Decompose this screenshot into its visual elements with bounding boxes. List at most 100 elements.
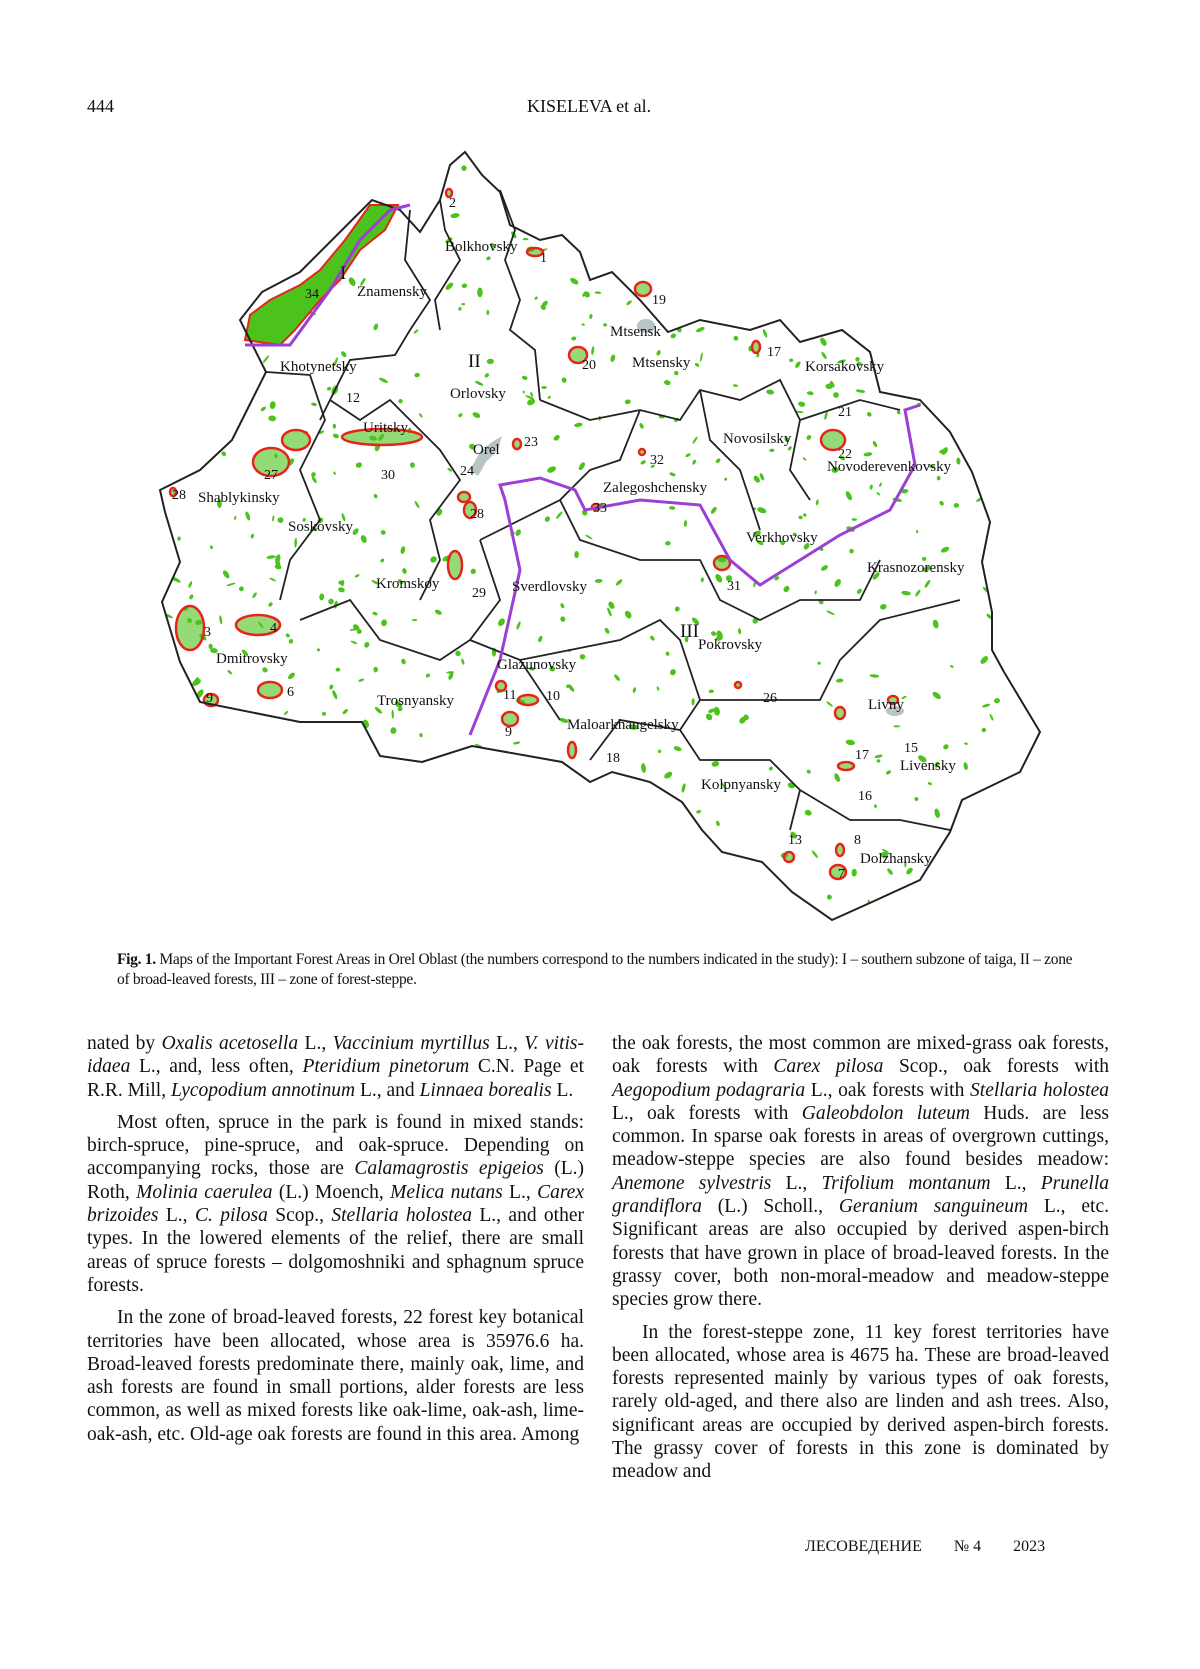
forest-patch bbox=[616, 184, 623, 191]
caption-label: Fig. 1. bbox=[117, 951, 156, 968]
forest-patch bbox=[914, 900, 921, 907]
forest-patch bbox=[211, 227, 220, 238]
forest-patch bbox=[592, 858, 601, 862]
forest-patch bbox=[224, 149, 229, 154]
forest-patch bbox=[756, 871, 765, 881]
forest-patch bbox=[202, 414, 208, 424]
forest-patch bbox=[313, 840, 318, 846]
forest-patch bbox=[658, 154, 664, 160]
forest-patch bbox=[253, 256, 259, 262]
forest-patch bbox=[607, 858, 615, 864]
forest-patch bbox=[648, 268, 655, 276]
text-run: L., bbox=[991, 1173, 1041, 1194]
forest-patch bbox=[210, 838, 217, 844]
forest-patch bbox=[944, 317, 951, 325]
forest-patch bbox=[654, 149, 660, 156]
forest-patch bbox=[1032, 522, 1039, 528]
forest-patch bbox=[283, 799, 288, 804]
district-label: Livny bbox=[868, 698, 904, 713]
forest-patch bbox=[982, 404, 987, 409]
forest-patch bbox=[492, 753, 502, 760]
forest-patch bbox=[172, 713, 178, 718]
forest-patch bbox=[522, 803, 527, 807]
forest-patch bbox=[1027, 605, 1033, 611]
key-forest-area bbox=[568, 742, 576, 758]
text-run: L., bbox=[159, 1205, 195, 1226]
forest-patch bbox=[426, 805, 435, 814]
forest-patch bbox=[165, 877, 172, 886]
forest-patch bbox=[223, 346, 233, 357]
forest-patch bbox=[979, 148, 987, 156]
forest-patch bbox=[191, 904, 197, 910]
forest-patch bbox=[565, 884, 572, 890]
forest-patch bbox=[1014, 444, 1022, 451]
forest-patch bbox=[173, 819, 180, 829]
forest-patch bbox=[204, 727, 213, 737]
text-run: L., bbox=[298, 1033, 333, 1054]
key-forest-area bbox=[458, 492, 470, 502]
forest-patch bbox=[225, 901, 231, 908]
area-number: 21 bbox=[838, 406, 852, 420]
forest-patch bbox=[1024, 864, 1031, 870]
species-name: Calamagrostis epigeios bbox=[354, 1158, 544, 1179]
forest-patch bbox=[1031, 391, 1035, 395]
forest-patch bbox=[986, 561, 993, 572]
forest-patch bbox=[843, 303, 849, 309]
forest-patch bbox=[1000, 834, 1010, 842]
species-name: Aegopodium podagraria bbox=[612, 1080, 805, 1101]
forest-patch bbox=[182, 437, 191, 446]
area-number: 31 bbox=[727, 580, 741, 594]
forest-patch bbox=[486, 310, 489, 315]
species-name: Galeobdolon luteum bbox=[802, 1103, 970, 1124]
forest-patch bbox=[346, 162, 349, 172]
forest-patch bbox=[483, 844, 491, 853]
forest-patch bbox=[160, 361, 167, 368]
key-forest-area bbox=[518, 695, 538, 705]
species-name: Melica nutans bbox=[390, 1182, 503, 1203]
area-number: 28 bbox=[470, 508, 484, 522]
forest-patch bbox=[169, 446, 175, 452]
species-name: Pteridium pinetorum bbox=[302, 1056, 469, 1077]
forest-patch bbox=[203, 801, 210, 805]
district-label: Khotynetsky bbox=[280, 360, 357, 375]
text-run: nated by bbox=[87, 1033, 162, 1054]
forest-patch bbox=[385, 170, 395, 176]
area-number: 4 bbox=[270, 622, 277, 636]
district-label: Zalegoshchensky bbox=[603, 481, 707, 496]
area-number: 7 bbox=[838, 868, 845, 882]
forest-patch bbox=[505, 802, 514, 810]
species-name: Stellaria holostea bbox=[970, 1080, 1109, 1101]
forest-patch bbox=[854, 326, 863, 330]
text-column-left: nated by Oxalis acetosella L., Vaccinium… bbox=[87, 1032, 584, 1455]
forest-patch bbox=[627, 167, 632, 175]
forest-patch bbox=[724, 251, 732, 257]
forest-patch bbox=[173, 767, 179, 774]
forest-patch bbox=[417, 841, 422, 847]
figure-caption: Fig. 1. Maps of the Important Forest Are… bbox=[117, 950, 1087, 990]
forest-patch bbox=[711, 303, 717, 311]
paragraph: the oak forests, the most common are mix… bbox=[612, 1032, 1109, 1312]
forest-patch bbox=[469, 859, 474, 864]
forest-patch bbox=[195, 248, 198, 252]
forest-patch bbox=[541, 779, 549, 786]
forest-patch bbox=[1003, 551, 1008, 557]
forest-patch bbox=[1003, 166, 1011, 174]
forest-patch bbox=[709, 243, 719, 253]
forest-patch bbox=[415, 868, 424, 875]
text-run: L., oak forests with bbox=[612, 1103, 802, 1124]
forest-patch bbox=[968, 163, 975, 168]
text-column-right: the oak forests, the most common are mix… bbox=[612, 1032, 1109, 1493]
text-run: (L.) Scholl., bbox=[702, 1196, 839, 1217]
district-label: Dolzhansky bbox=[860, 852, 932, 867]
forest-patch bbox=[197, 347, 204, 355]
forest-patch bbox=[520, 208, 526, 214]
forest-patch bbox=[987, 428, 992, 433]
forest-patch bbox=[258, 246, 262, 251]
area-number: 34 bbox=[305, 288, 319, 302]
forest-patch bbox=[650, 186, 654, 190]
district-label: Shablykinsky bbox=[198, 491, 280, 506]
forest-patch bbox=[991, 407, 998, 414]
forest-patch bbox=[173, 460, 180, 469]
text-run: L., oak forests with bbox=[805, 1080, 970, 1101]
area-number: 2 bbox=[449, 197, 456, 211]
